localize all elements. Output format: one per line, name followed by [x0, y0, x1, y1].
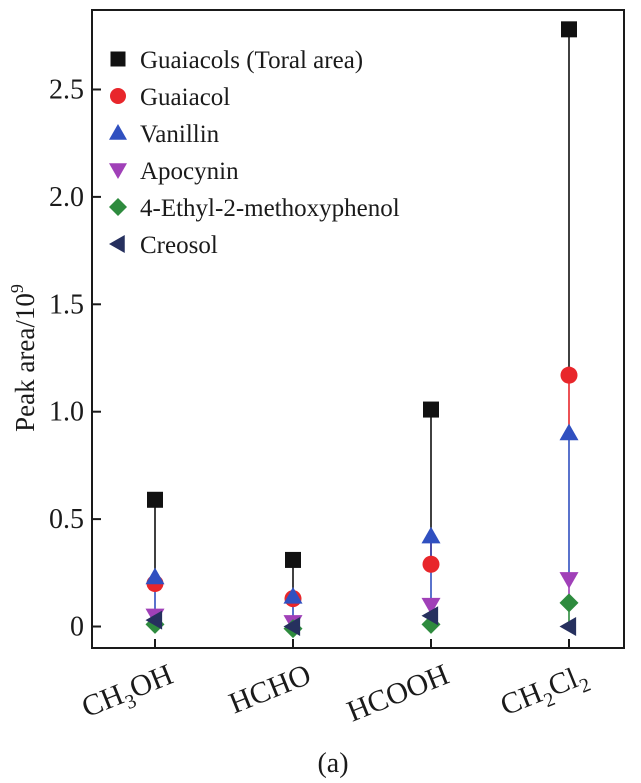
data-point — [285, 551, 301, 568]
data-point — [421, 597, 441, 615]
data-point — [145, 610, 163, 630]
data-point — [147, 491, 163, 508]
x-tick-label: CH3OH — [77, 658, 180, 730]
data-point — [283, 617, 301, 637]
legend-marker — [109, 235, 125, 253]
legend-label: Apocynin — [140, 158, 239, 185]
data-point — [423, 401, 439, 418]
legend: Guaiacols (Toral area) Guaiacol Vanillin Ap… — [109, 47, 400, 259]
y-tick-label: 2.0 — [49, 182, 84, 213]
x-tick-label: CH2Cl2 — [496, 658, 594, 728]
data-point — [559, 593, 579, 613]
legend-label: Guaiacol — [140, 84, 230, 111]
legend-label: 4-Ethyl-2-methoxyphenol — [140, 195, 400, 222]
data-point — [283, 586, 303, 604]
data-point — [422, 555, 440, 573]
y-tick-label: 0 — [70, 612, 84, 643]
y-tick-label: 0.5 — [49, 504, 84, 535]
figure-caption: (a) — [317, 748, 348, 779]
y-tick-labels: 0 0.5 1.0 1.5 2.0 2.5 — [49, 74, 84, 642]
legend-label: Vanillin — [140, 121, 220, 148]
plot-frame — [91, 9, 625, 649]
y-tick-label: 1.5 — [49, 289, 84, 320]
data-point — [421, 526, 441, 544]
legend-marker — [109, 163, 127, 179]
legend-marker — [109, 124, 127, 140]
axis-ticks — [92, 88, 570, 648]
y-tick-label: 1.0 — [49, 397, 84, 428]
x-tick-labels: CH3OH HCHO HCOOH CH2Cl2 — [77, 658, 594, 730]
data-markers — [145, 21, 579, 639]
y-tick-label: 2.5 — [49, 74, 84, 105]
data-point — [559, 572, 579, 589]
legend-marker — [110, 88, 126, 104]
data-point — [421, 606, 439, 626]
x-tick-label: HCHO — [224, 658, 315, 720]
stems — [154, 29, 570, 629]
data-point — [560, 366, 578, 384]
legend-label: Guaiacols (Toral area) — [140, 47, 363, 74]
legend-label: Creosol — [140, 232, 218, 259]
data-point — [561, 21, 577, 38]
legend-marker — [110, 51, 126, 67]
data-point — [559, 423, 579, 441]
data-point — [559, 617, 577, 637]
y-axis-label: Peak area/109 — [7, 284, 40, 432]
data-point — [145, 567, 165, 585]
legend-marker — [109, 198, 127, 216]
x-tick-label: HCOOH — [342, 658, 453, 729]
